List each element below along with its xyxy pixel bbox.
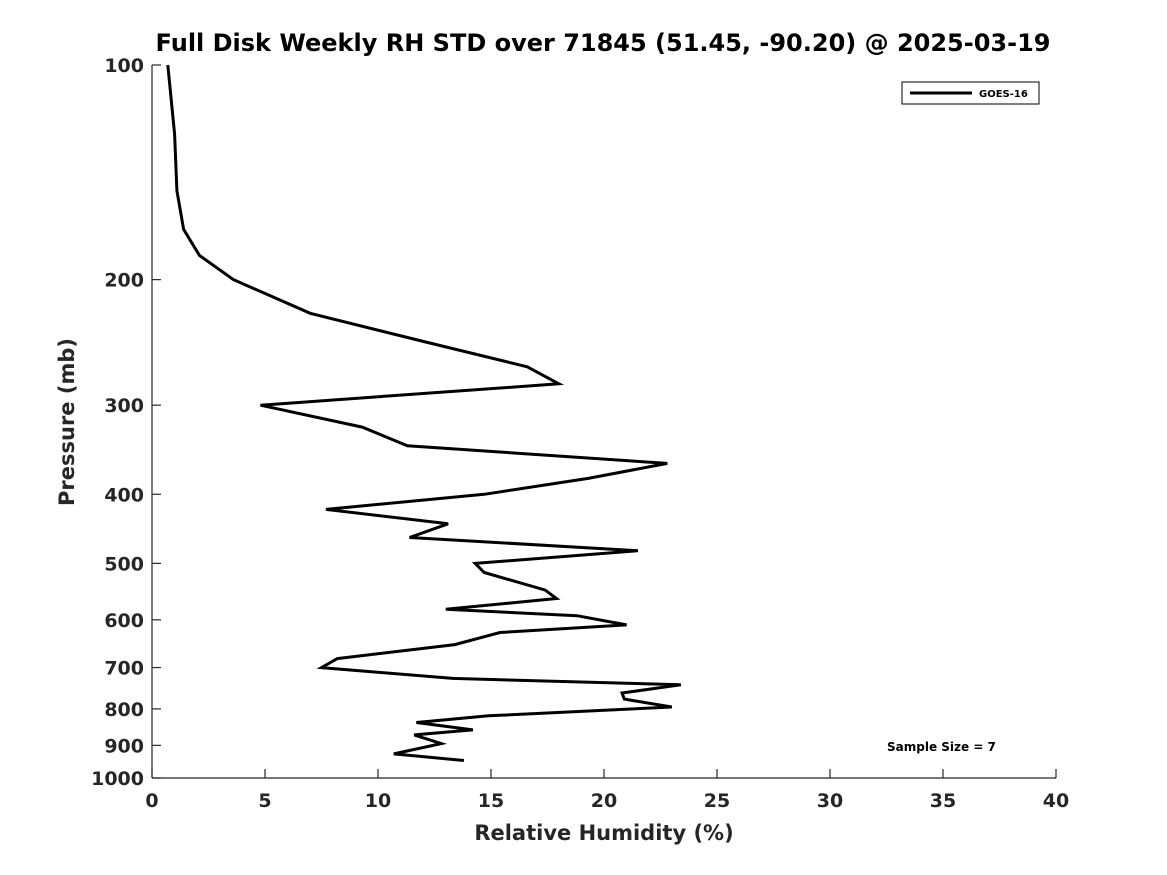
x-tick-label: 30	[817, 790, 843, 812]
sample-size-annotation: Sample Size = 7	[887, 740, 996, 754]
x-tick-label: 35	[930, 790, 956, 812]
y-tick-label: 700	[104, 658, 144, 680]
y-tick-label: 300	[104, 395, 144, 417]
y-tick-label: 400	[104, 484, 144, 506]
y-tick-label: 1000	[91, 768, 144, 790]
plot-area: 0 5 10 15 20 25 30 35 40 100 200 300 400 500 600 700 80…	[91, 55, 1069, 812]
y-axis-label: Pressure (mb)	[55, 338, 79, 506]
y-tick-label: 500	[104, 553, 144, 575]
legend: GOES-16	[901, 81, 1040, 105]
series-line-goes-16	[166, 64, 682, 762]
x-tick-label: 10	[365, 790, 391, 812]
y-ticks: 100 200 300 400 500 600 700 800 900 1000	[91, 55, 161, 790]
x-tick-label: 40	[1043, 790, 1069, 812]
y-tick-label: 200	[104, 270, 144, 292]
y-tick-label: 600	[104, 610, 144, 632]
x-tick-label: 15	[478, 790, 504, 812]
x-tick-label: 20	[591, 790, 617, 812]
y-tick-label: 900	[104, 735, 144, 757]
legend-label-goes-16: GOES-16	[979, 89, 1028, 100]
x-tick-label: 5	[258, 790, 271, 812]
y-tick-label: 800	[104, 699, 144, 721]
x-tick-label: 0	[145, 790, 158, 812]
x-tick-label: 25	[704, 790, 730, 812]
x-axis-label: Relative Humidity (%)	[474, 821, 733, 845]
x-ticks: 0 5 10 15 20 25 30 35 40	[145, 769, 1069, 812]
chart-title: Full Disk Weekly RH STD over 71845 (51.4…	[156, 29, 1051, 57]
y-tick-label: 100	[104, 55, 144, 77]
